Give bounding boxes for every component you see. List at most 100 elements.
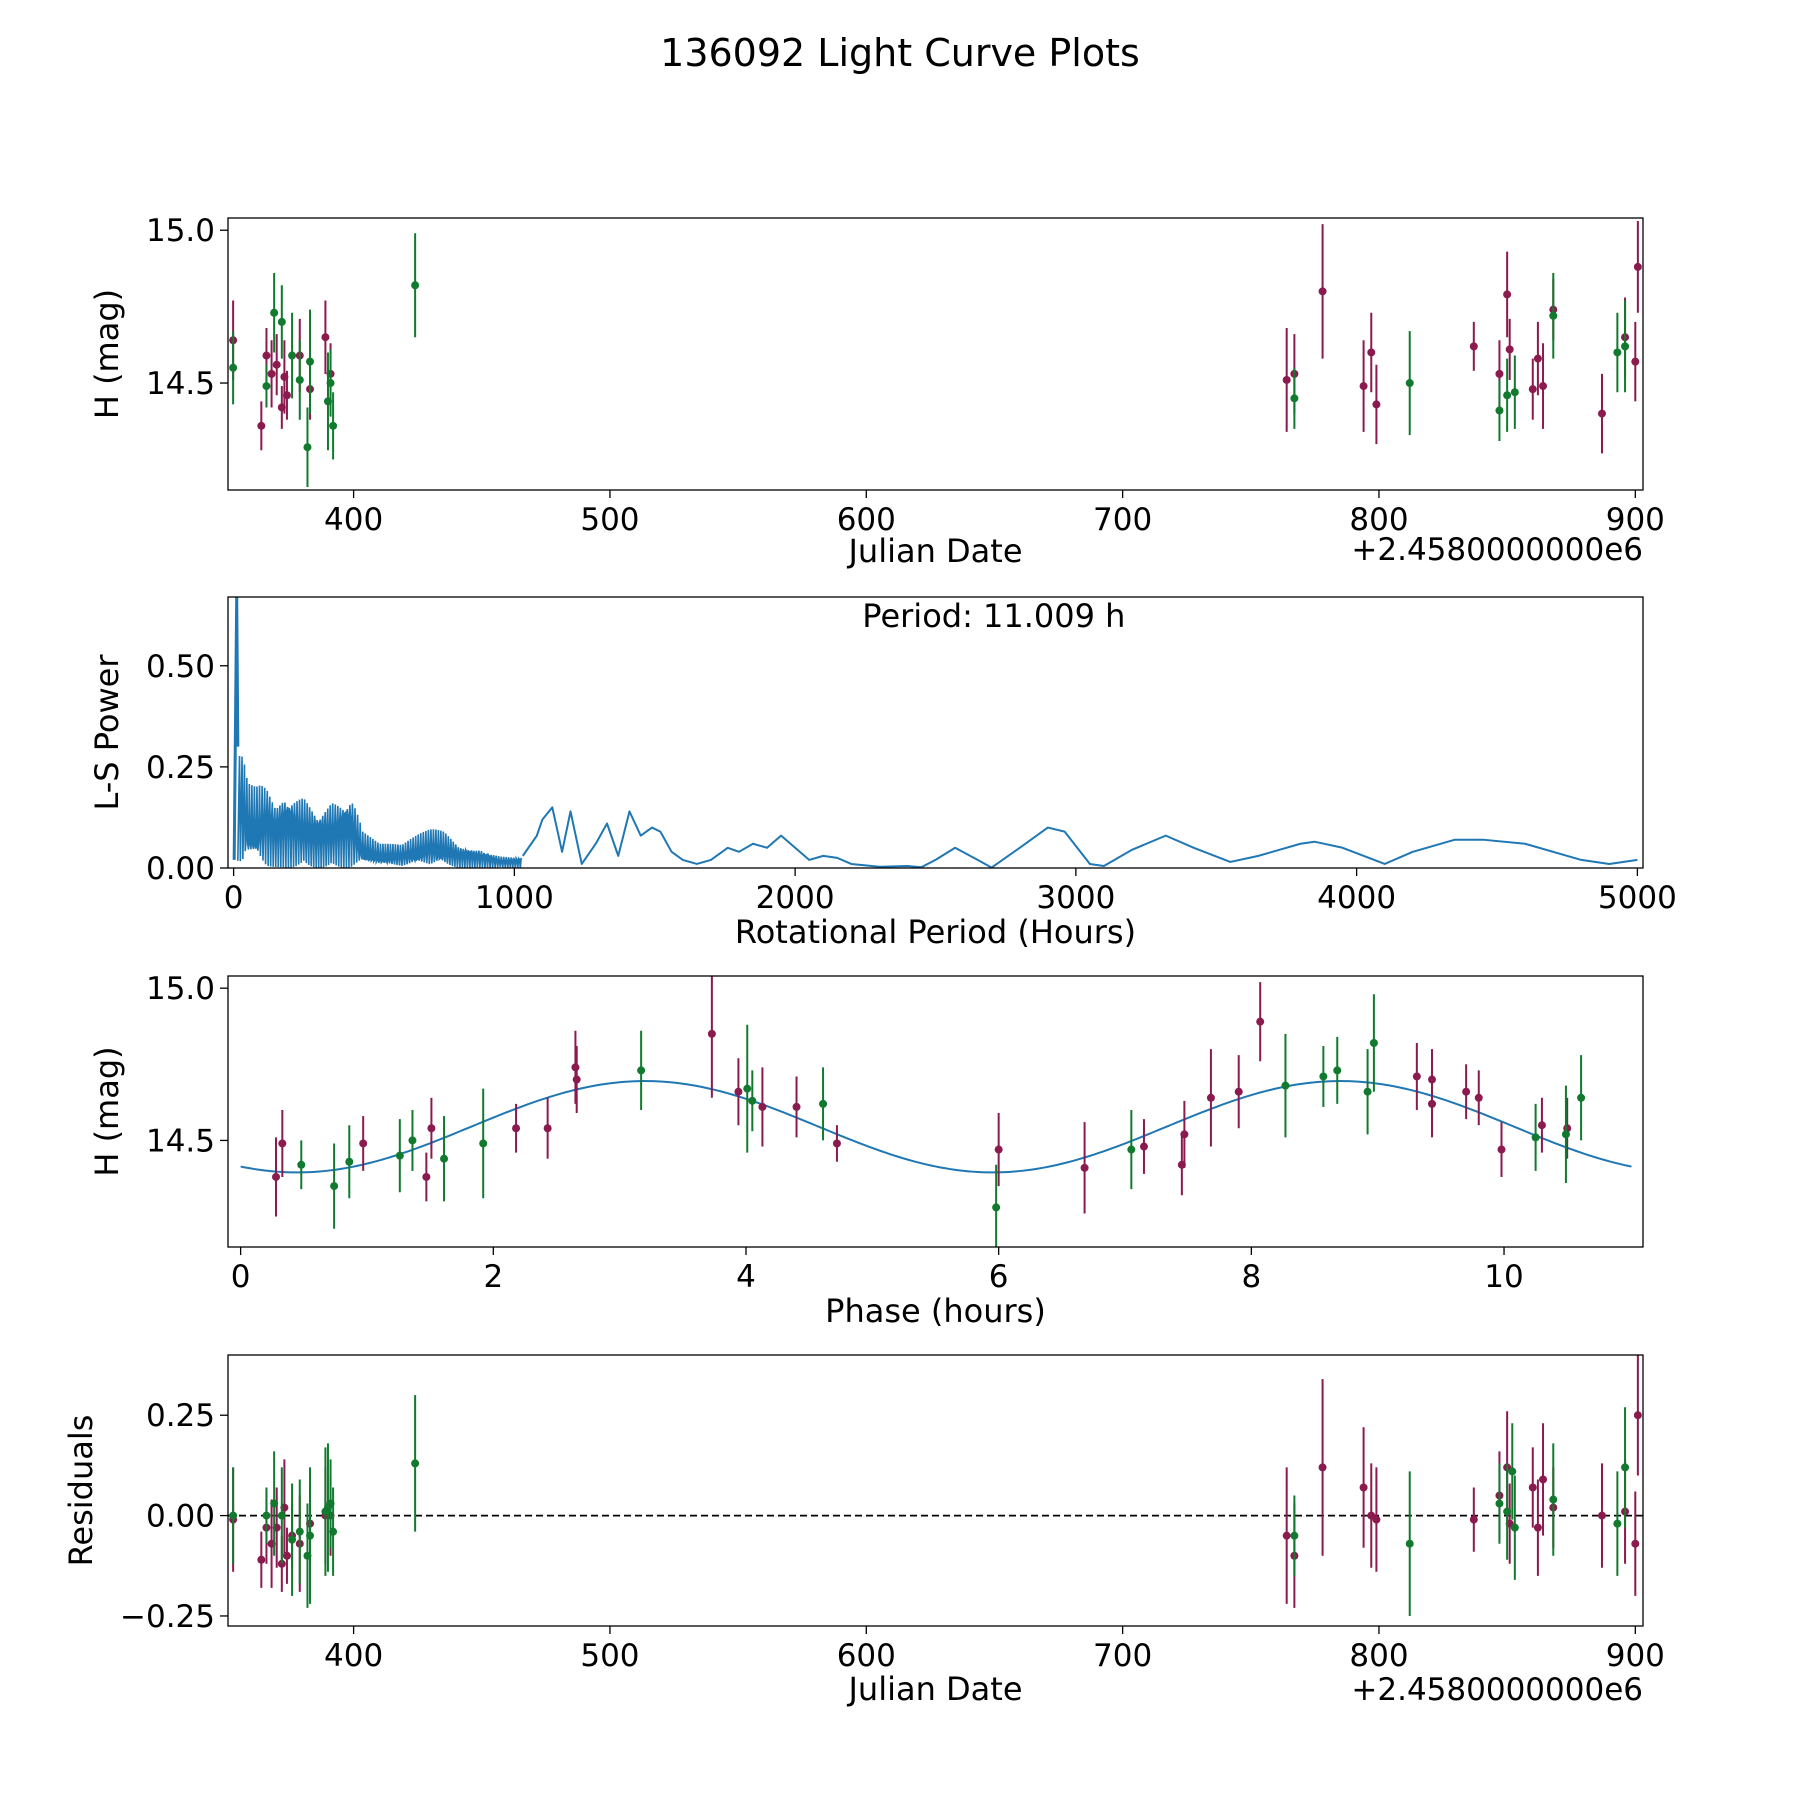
phase-magenta-point — [422, 1172, 431, 1181]
model-curve — [240, 1080, 1632, 1174]
phase-magenta-point — [1474, 1093, 1483, 1102]
phase-frame — [227, 975, 1644, 1248]
resid-green-point — [411, 1459, 420, 1468]
lc-green-point — [229, 363, 238, 372]
resid-green-point — [277, 1511, 286, 1520]
resid-xtick-label: 900 — [1606, 1638, 1665, 1674]
period-annotation: Period: 11.009 h — [862, 597, 1125, 635]
phase-green-point — [1561, 1130, 1570, 1139]
lc-green-point — [306, 357, 315, 366]
phase-green-point — [1281, 1081, 1290, 1090]
resid-green-point — [1508, 1467, 1517, 1476]
phase-xtick-label: 6 — [989, 1259, 1009, 1295]
lc-magenta-point — [262, 351, 271, 360]
phase-magenta-point — [1234, 1087, 1243, 1096]
resid-xtick-label: 500 — [580, 1638, 639, 1674]
ls-xtick-label: 2000 — [756, 880, 835, 916]
resid-green-point — [1621, 1463, 1630, 1472]
phase-green-point — [819, 1099, 828, 1108]
lc-xtick-label: 600 — [837, 502, 896, 538]
phase-green-point — [1333, 1066, 1342, 1075]
resid-green-point — [288, 1535, 297, 1544]
phase-green-point — [1127, 1145, 1136, 1154]
lc-green-point — [1405, 379, 1414, 388]
phase-magenta-point — [1080, 1163, 1089, 1172]
lc-green-point — [1510, 388, 1519, 397]
ls-ylabel: L-S Power — [88, 654, 126, 811]
resid-magenta-point — [257, 1555, 266, 1564]
periodogram-tail — [521, 806, 1638, 868]
resid-magenta-point — [1528, 1483, 1537, 1492]
lc-magenta-point — [1495, 369, 1504, 378]
lc-green-point — [288, 351, 297, 360]
lc-magenta-point — [267, 369, 276, 378]
resid-green-point — [306, 1531, 315, 1540]
phase-magenta-point — [1497, 1145, 1506, 1154]
ls-xtick-label: 4000 — [1317, 880, 1396, 916]
phase-ytick-label: 14.5 — [146, 1123, 215, 1159]
resid-green-point — [1405, 1539, 1414, 1548]
phase-xtick-label: 10 — [1484, 1259, 1523, 1295]
resid-green-point — [295, 1527, 304, 1536]
lc-panel: 400 500 600 700 800 900 15.0 14.5 Julian Date H (… — [88, 213, 1665, 570]
lc-ytick-label: 14.5 — [146, 366, 215, 402]
phase-magenta-point — [1206, 1093, 1215, 1102]
phase-magenta-point — [1537, 1121, 1546, 1130]
resid-frame — [227, 1354, 1644, 1627]
lc-green-point — [303, 443, 312, 452]
lc-xlabel: Julian Date — [846, 532, 1022, 570]
resid-magenta-point — [1597, 1511, 1606, 1520]
phase-magenta-point — [272, 1172, 281, 1181]
resid-green-point — [1549, 1495, 1558, 1504]
phase-magenta-point — [1428, 1099, 1437, 1108]
ls-ytick-label: 0.00 — [146, 851, 215, 887]
ls-xlabel: Rotational Period (Hours) — [735, 913, 1136, 951]
resid-green-point — [1613, 1519, 1622, 1528]
phase-ytick-label: 15.0 — [146, 971, 215, 1007]
phase-magenta-point — [1256, 1017, 1265, 1026]
lc-magenta-point — [1597, 409, 1606, 418]
phase-magenta-point — [427, 1124, 436, 1133]
lc-magenta-point — [272, 360, 281, 369]
resid-green-point — [229, 1511, 238, 1520]
figure-title: 136092 Light Curve Plots — [660, 31, 1140, 75]
resid-magenta-point — [1533, 1523, 1542, 1532]
phase-green-point — [1319, 1072, 1328, 1081]
resid-panel: 400 500 600 700 800 900 0.25 0.00 −0.25 Julian Da… — [62, 1354, 1665, 1708]
resid-magenta-point — [282, 1551, 291, 1560]
phase-magenta-point — [994, 1145, 1003, 1154]
phase-magenta-point — [512, 1124, 521, 1133]
phase-green-point — [330, 1182, 339, 1191]
phase-magenta-point — [1462, 1087, 1471, 1096]
lc-green-point — [1613, 348, 1622, 357]
resid-green-point — [329, 1527, 338, 1536]
resid-xtick-label: 400 — [324, 1638, 383, 1674]
lc-magenta-point — [257, 421, 266, 430]
resid-ytick-label: 0.00 — [146, 1499, 215, 1535]
phase-green-point — [637, 1066, 646, 1075]
lc-offset-text: +2.4580000000e6 — [1351, 532, 1643, 568]
resid-magenta-point — [1539, 1475, 1548, 1484]
periodogram-dense — [237, 756, 523, 868]
resid-green-point — [1290, 1531, 1299, 1540]
phase-plot-area — [240, 976, 1632, 1247]
phase-green-point — [440, 1154, 449, 1163]
lc-xtick-label: 800 — [1349, 502, 1408, 538]
phase-panel: 0 2 4 6 8 10 15.0 14.5 Phase (hours) H (mag) — [88, 971, 1644, 1330]
phase-xtick-label: 4 — [736, 1259, 756, 1295]
resid-magenta-point — [1318, 1463, 1327, 1472]
ls-xtick-label: 1000 — [475, 880, 554, 916]
lc-green-point — [1621, 342, 1630, 351]
lc-plot-area — [229, 221, 1642, 487]
phase-green-point — [748, 1096, 757, 1105]
phase-green-point — [992, 1203, 1001, 1212]
lc-xtick-label: 400 — [324, 502, 383, 538]
lc-magenta-point — [1367, 348, 1376, 357]
lc-xtick-label: 500 — [580, 502, 639, 538]
lc-green-point — [295, 375, 304, 384]
ls-xtick-label: 3000 — [1036, 880, 1115, 916]
phase-green-point — [395, 1151, 404, 1160]
resid-green-point — [262, 1511, 271, 1520]
phase-magenta-point — [359, 1139, 368, 1148]
phase-ylabel: H (mag) — [88, 1046, 126, 1176]
